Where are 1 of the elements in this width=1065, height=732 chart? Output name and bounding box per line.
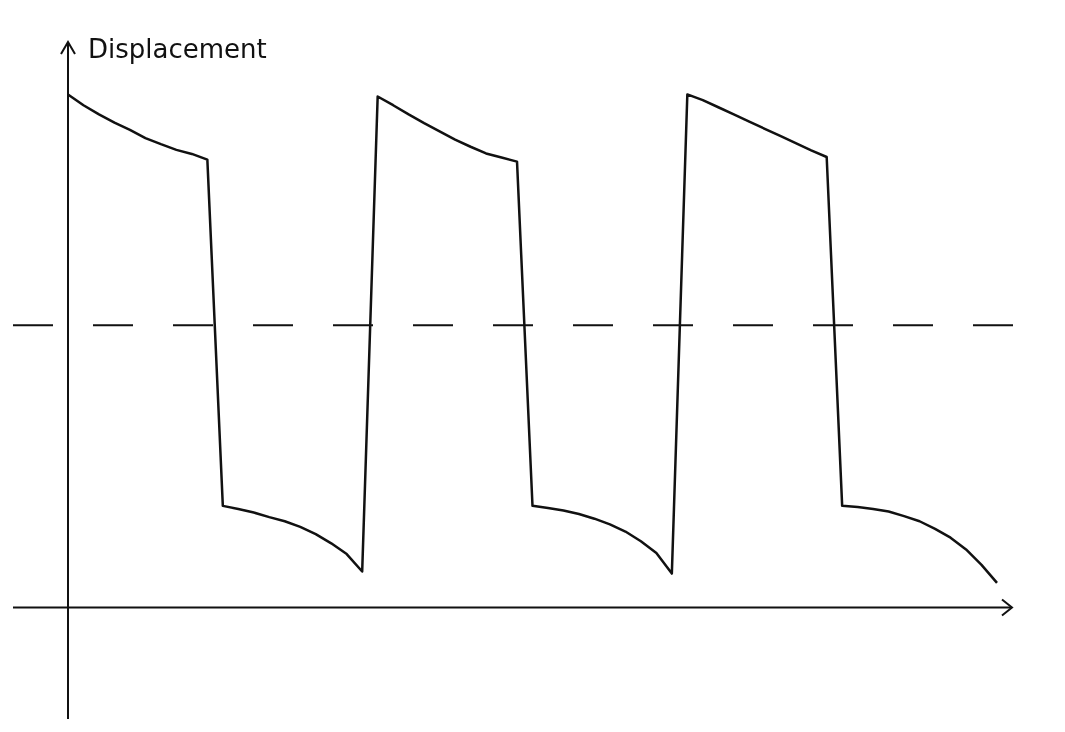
y-axis-title: Displacement — [88, 34, 267, 64]
